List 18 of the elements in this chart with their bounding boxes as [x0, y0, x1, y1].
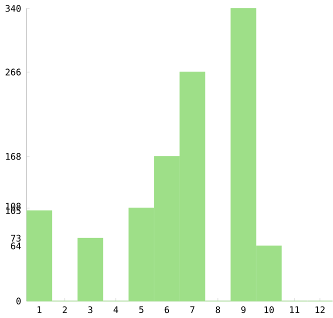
x-tick-label: 5: [139, 306, 144, 313]
x-tick-label: 4: [114, 306, 118, 313]
x-tick-label: 2: [62, 306, 67, 313]
x-tick-label: 10: [264, 306, 274, 314]
y-tick-label: 0: [16, 298, 21, 304]
y-tick-label: 64: [11, 242, 21, 250]
y-tick-label: 266: [6, 68, 21, 76]
x-tick-label: 9: [241, 306, 246, 314]
x-tick-label: 3: [88, 306, 92, 314]
x-tick-label: 8: [216, 306, 220, 314]
y-tick-label: 168: [6, 152, 21, 160]
x-tick-label: 12: [316, 306, 325, 313]
x-tick-label: 1: [38, 306, 42, 313]
x-tick-label: 11: [290, 306, 300, 313]
y-tick-label: 73: [11, 234, 21, 242]
x-tick-label: 7: [190, 306, 194, 313]
x-tick-label: 6: [164, 306, 170, 314]
y-tick-label: 340: [6, 4, 21, 12]
